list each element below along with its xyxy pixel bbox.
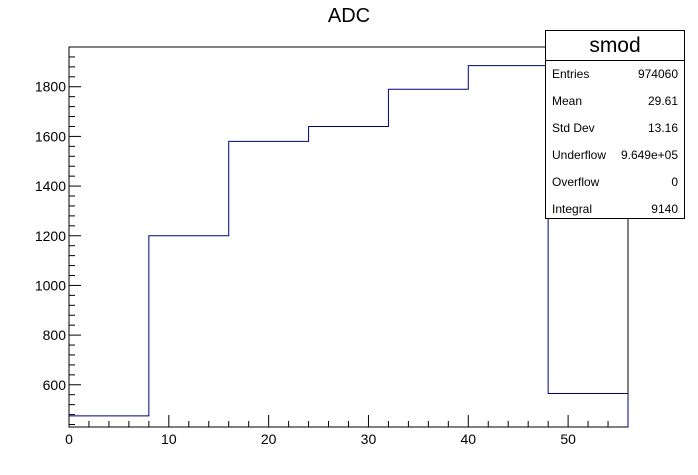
- y-tick-label: 600: [43, 377, 67, 393]
- histogram-line: [69, 65, 629, 427]
- y-tick-label: 1200: [35, 228, 66, 244]
- y-tick-label: 1400: [35, 178, 66, 194]
- x-tick-label: 50: [560, 431, 576, 447]
- stats-row-mean: Mean 29.61: [546, 88, 684, 115]
- stats-value: 9140: [651, 202, 678, 216]
- y-tick-label: 1800: [35, 79, 66, 95]
- stats-value: 13.16: [647, 121, 678, 135]
- stats-label: Underflow: [552, 148, 607, 162]
- stats-row-integral: Integral 9140: [546, 196, 684, 223]
- y-axis: 600 800 1000 1200 1400 1600 1800: [35, 46, 81, 426]
- stats-value: 974060: [637, 67, 678, 81]
- stats-label: Mean: [552, 94, 583, 108]
- x-tick-label: 30: [361, 431, 377, 447]
- chart-title: ADC: [327, 5, 371, 27]
- x-tick-label: 20: [261, 431, 277, 447]
- stats-value: 0: [671, 175, 678, 189]
- x-tick-label: 10: [161, 431, 177, 447]
- stats-row-overflow: Overflow 0: [546, 169, 684, 196]
- stats-row-underflow: Underflow 9.649e+05: [546, 142, 684, 169]
- y-tick-label: 1000: [35, 277, 66, 293]
- stats-label: Entries: [552, 67, 590, 81]
- y-tick-label: 1600: [35, 128, 66, 144]
- stats-row-entries: Entries 974060: [546, 61, 684, 88]
- stats-label: Overflow: [552, 175, 600, 189]
- stats-value: 29.61: [647, 94, 678, 108]
- x-tick-label: 0: [65, 431, 73, 447]
- stats-value: 9.649e+05: [620, 148, 678, 162]
- y-tick-label: 800: [43, 327, 67, 343]
- x-tick-label: 40: [460, 431, 476, 447]
- stats-row-stddev: Std Dev 13.16: [546, 115, 684, 142]
- stats-box-title: smod: [546, 31, 684, 61]
- stats-label: Integral: [552, 202, 593, 216]
- x-axis: 0 10 20 30 40 50: [65, 415, 629, 447]
- stats-box: smod Entries 974060 Mean 29.61 Std Dev 1…: [545, 30, 685, 219]
- stats-label: Std Dev: [552, 121, 595, 135]
